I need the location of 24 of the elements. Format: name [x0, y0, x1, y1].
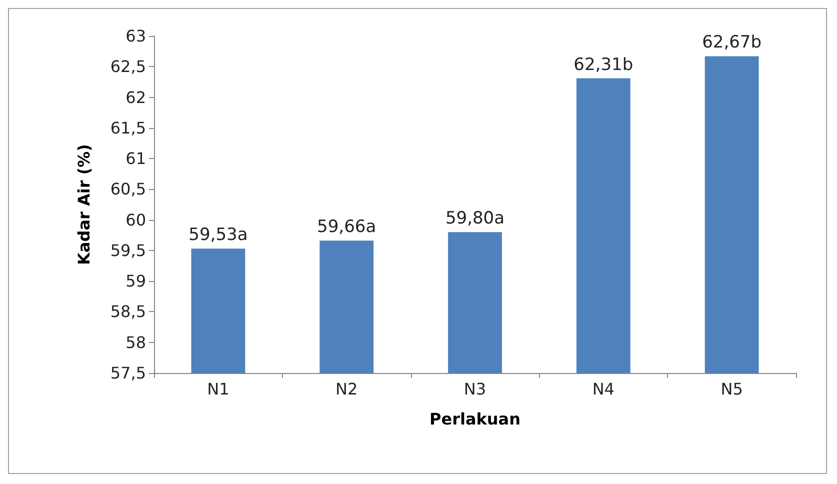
- data-label: 62,31b: [574, 54, 634, 75]
- x-axis-title: Perlakuan: [430, 410, 520, 428]
- y-tick-label: 58: [126, 332, 146, 352]
- y-tick-label: 61,5: [110, 118, 146, 138]
- y-tick-label: 58,5: [110, 302, 146, 322]
- x-tick-label: N3: [464, 380, 486, 398]
- data-label: 59,66a: [317, 217, 376, 238]
- data-label: 59,53a: [188, 225, 248, 246]
- x-tick-label: N1: [207, 380, 230, 398]
- y-axis-title: Kadar Air (%): [74, 144, 94, 265]
- x-tick-label: N4: [592, 380, 614, 398]
- y-tick-label: 60,5: [110, 180, 146, 199]
- x-tick-label: N5: [720, 380, 743, 398]
- y-tick-label: 63: [126, 26, 146, 46]
- y-tick-label: 62: [126, 88, 146, 107]
- data-label: 59,80a: [445, 208, 505, 229]
- y-tick-label: 59,5: [110, 240, 146, 260]
- data-label: 62,67b: [702, 32, 762, 53]
- y-tick-label: 59: [126, 272, 146, 291]
- y-tick-label: 62,5: [110, 57, 146, 76]
- y-tick-label: 57,5: [110, 364, 146, 382]
- x-tick-label: N2: [336, 380, 358, 398]
- y-tick-label: 61: [126, 149, 146, 168]
- y-tick-label: 60: [126, 210, 146, 230]
